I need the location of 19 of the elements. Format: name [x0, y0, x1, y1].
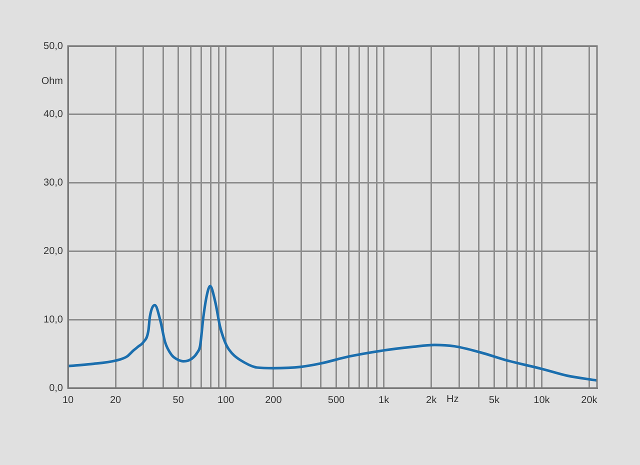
x-tick-label: 20k — [581, 394, 598, 406]
x-tick-label: 10k — [534, 394, 551, 406]
x-tick-label: 5k — [488, 394, 500, 406]
y-tick-label: 40,0 — [44, 109, 64, 120]
x-tick-label: 200 — [265, 394, 282, 406]
y-tick-label: 30,0 — [44, 178, 64, 189]
y-tick-label: 20,0 — [44, 246, 64, 257]
y-axis-title: Ohm — [41, 76, 63, 87]
x-tick-label: 50 — [172, 394, 184, 406]
x-axis-title: Hz — [446, 394, 459, 405]
x-tick-label: 2k — [426, 394, 438, 406]
x-tick-label: 500 — [328, 394, 346, 406]
y-tick-label: 0,0 — [49, 382, 64, 394]
y-tick-label: 10,0 — [44, 314, 64, 326]
x-tick-label: 10 — [62, 394, 74, 406]
x-tick-label: 1k — [378, 394, 390, 406]
y-tick-label: 50,0 — [44, 40, 64, 52]
x-tick-label: 20 — [110, 394, 122, 406]
x-tick-label: 100 — [218, 394, 235, 406]
